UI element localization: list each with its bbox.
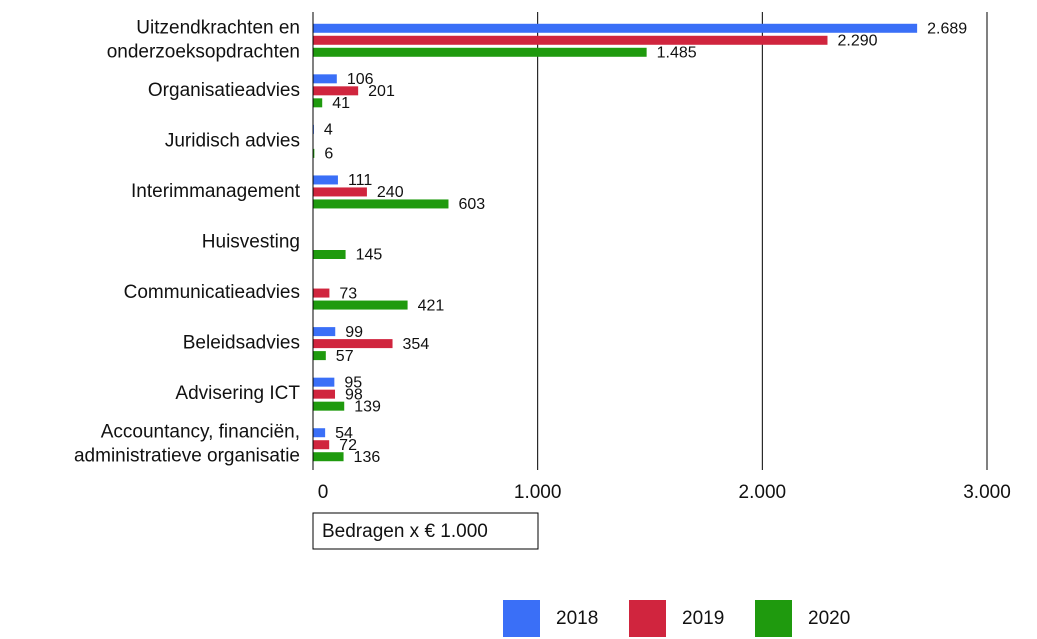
data-label: 73 [339,285,357,302]
legend-label: 2020 [808,608,850,629]
data-label: 201 [368,83,395,100]
bar [313,199,449,209]
bar [313,98,323,108]
x-tick-label: 0 [318,482,329,503]
x-tick-label: 3.000 [963,482,1011,503]
x-axis-label: Bedragen x € 1.000 [322,521,488,542]
data-label: 99 [345,324,363,341]
data-label: 98 [345,386,363,403]
bar [313,428,326,438]
data-label: 4 [324,122,333,139]
bar [313,300,408,310]
data-label: 139 [354,398,381,415]
bar [313,148,315,158]
bar [313,351,326,361]
bar [313,86,359,96]
x-tick-label: 1.000 [514,482,562,503]
y-tick-label: Interimmanagement [131,181,301,202]
bar [313,23,918,33]
bar [313,339,393,349]
y-tick-label: onderzoeksopdrachten [107,41,300,62]
legend-label: 2019 [682,608,724,629]
legend-swatch [503,600,540,637]
bar [313,401,345,411]
y-tick-label: administratieve organisatie [74,446,300,467]
x-tick-label: 2.000 [739,482,787,503]
y-tick-label: Communicatieadvies [124,282,300,303]
bar [313,35,828,45]
y-tick-label: Huisvesting [202,232,300,253]
bar [313,187,367,197]
bar [313,47,647,57]
data-label: 2.290 [837,32,877,49]
bar [313,175,338,185]
data-label: 2.689 [927,20,967,37]
data-label: 111 [348,172,372,189]
bar [313,377,335,387]
data-label: 57 [336,348,354,365]
bar [313,327,336,337]
data-label: 136 [354,449,381,466]
y-tick-label: Uitzendkrachten en [136,17,300,38]
bar [313,452,344,462]
y-tick-label: Beleidsadvies [183,333,300,354]
data-label: 41 [332,95,350,112]
y-tick-label: Juridisch advies [165,130,300,151]
data-label: 354 [403,336,430,353]
data-label: 6 [324,146,333,163]
y-tick-label: Accountancy, financiën, [101,422,300,443]
data-label: 95 [344,374,362,391]
legend-label: 2018 [556,608,598,629]
data-label: 106 [347,71,374,88]
legend-swatch [629,600,666,637]
data-label: 240 [377,184,404,201]
bar [313,440,330,450]
data-label: 603 [458,196,485,213]
bar [313,389,336,399]
y-tick-label: Organisatieadvies [148,80,300,101]
bar [313,288,330,298]
data-label: 145 [356,247,383,264]
y-tick-label: Advisering ICT [175,383,300,404]
data-label: 1.485 [657,44,697,61]
data-label: 54 [335,425,353,442]
bar [313,74,337,84]
x-axis-label-box [312,512,539,550]
data-label: 72 [339,437,357,454]
legend-swatch [755,600,792,637]
bar [313,250,346,259]
data-label: 421 [418,297,445,314]
